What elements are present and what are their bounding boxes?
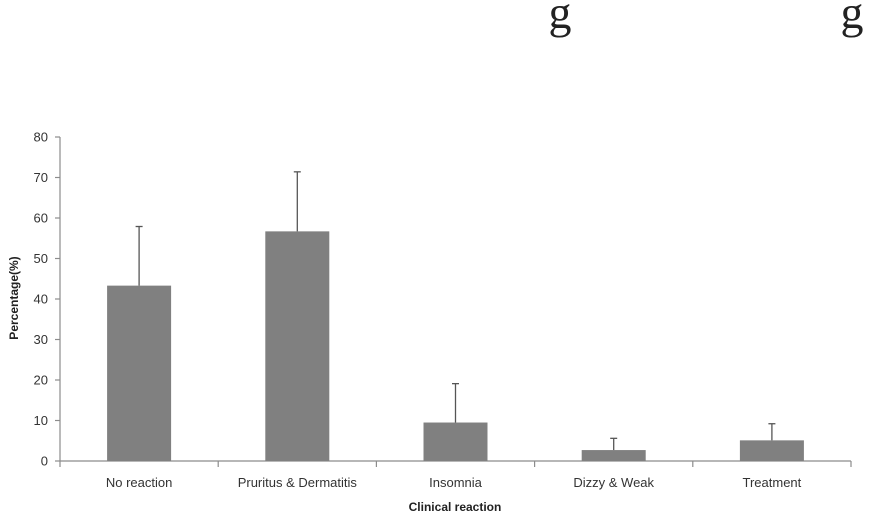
x-tick-label: Insomnia — [429, 475, 483, 490]
x-axis — [59, 460, 852, 467]
y-tick-label: 30 — [34, 332, 48, 347]
x-tick-label: Pruritus & Dermatitis — [238, 475, 358, 490]
y-tick-label: 0 — [41, 454, 48, 469]
x-axis-title: Clinical reaction — [409, 500, 502, 514]
x-tick-label: No reaction — [106, 475, 172, 490]
bars — [107, 231, 804, 461]
y-axis-title: Percentage(%) — [7, 256, 21, 339]
bar — [581, 450, 646, 461]
x-tick-label: Dizzy & Weak — [573, 475, 654, 490]
y-axis: 0 10 20 30 40 50 60 70 80 — [34, 130, 61, 469]
y-tick-label: 10 — [34, 413, 48, 428]
y-tick-label: 20 — [34, 373, 48, 388]
bar — [423, 422, 488, 461]
x-tick-labels: No reaction Pruritus & Dermatitis Insomnia… — [106, 475, 802, 490]
bar — [265, 231, 330, 461]
y-tick-label: 80 — [34, 130, 48, 145]
y-tick-label: 50 — [34, 251, 48, 266]
bar — [739, 440, 804, 461]
cropped-header-glyph-1: g — [549, 0, 572, 38]
x-tick-label: Treatment — [743, 475, 802, 490]
y-tick-label: 40 — [34, 292, 48, 307]
bar — [107, 285, 172, 461]
error-bars — [135, 171, 776, 451]
y-tick-label: 60 — [34, 211, 48, 226]
y-tick-label: 70 — [34, 170, 48, 185]
cropped-header-glyph-2: g — [841, 0, 864, 38]
